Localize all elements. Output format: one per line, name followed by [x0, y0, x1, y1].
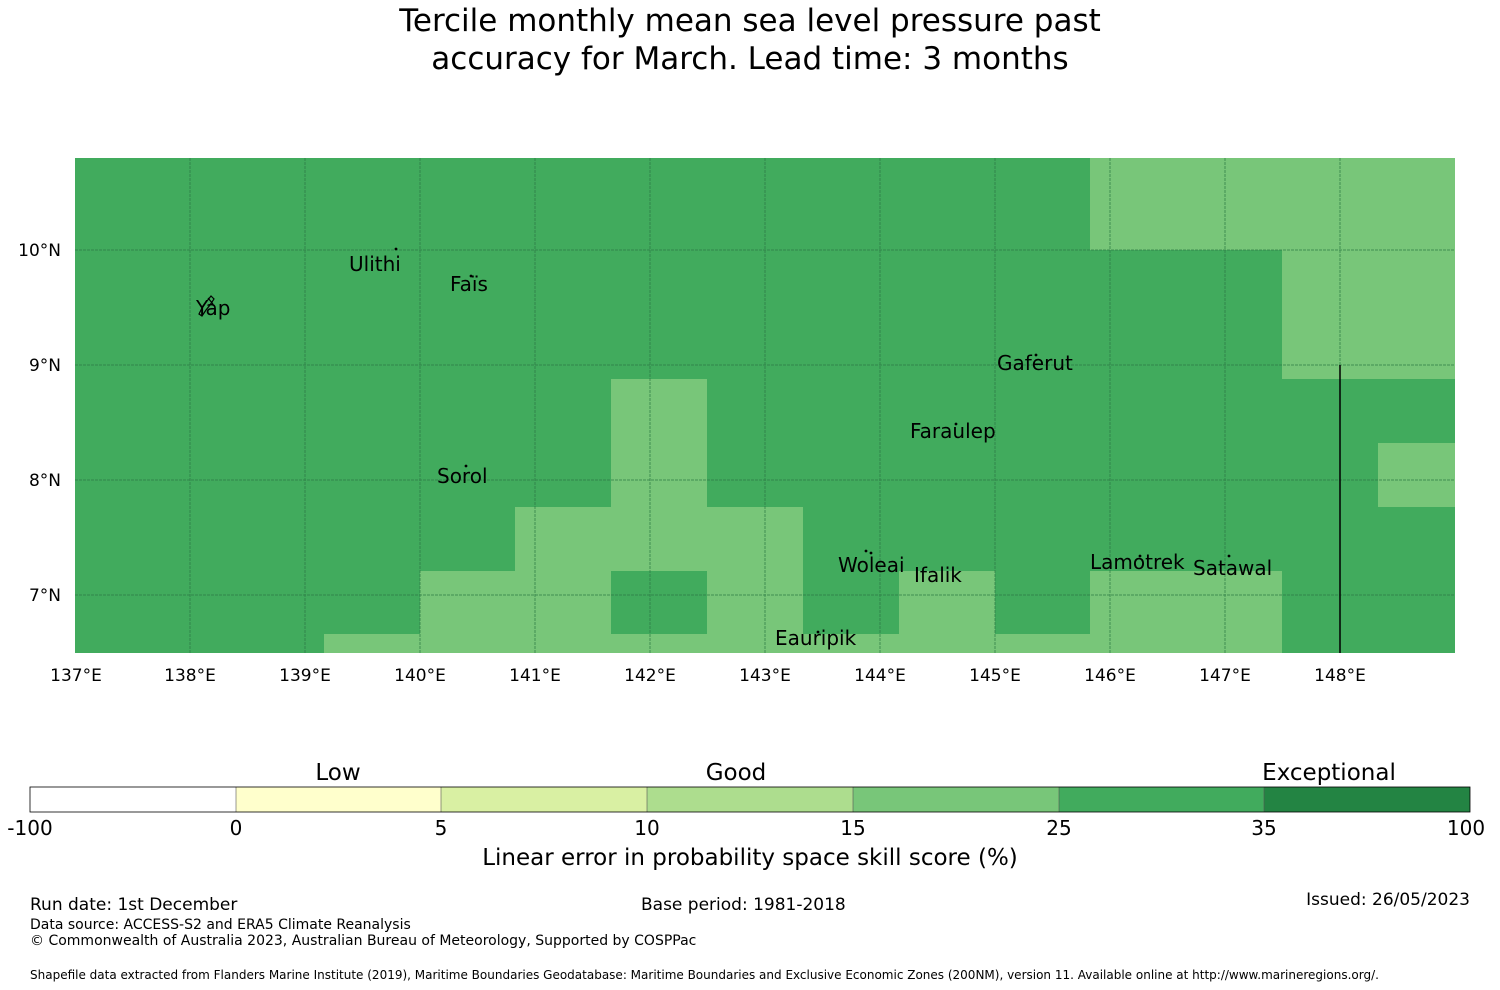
lon-tick-label: 146°E	[1084, 666, 1136, 686]
lon-tick-label: 145°E	[969, 666, 1021, 686]
colorbar-tick: 0	[229, 816, 243, 840]
colorbar-segment	[30, 787, 236, 812]
base-period: Base period: 1981-2018	[641, 895, 846, 915]
title-line-2: accuracy for March. Lead time: 3 months	[431, 41, 1069, 77]
colorbar-tick: 25	[1046, 816, 1072, 840]
lon-tick-label: 143°E	[739, 666, 791, 686]
islet-dot	[469, 274, 473, 278]
copyright: © Commonwealth of Australia 2023, Austra…	[30, 933, 697, 949]
lat-tick-label: 7°N	[29, 586, 61, 606]
colorbar-label: Linear error in probability space skill …	[482, 845, 1018, 871]
run-date: Run date: 1st December	[30, 895, 238, 915]
islet-dot	[464, 464, 468, 468]
lon-tick-label: 144°E	[854, 666, 906, 686]
skill-cell	[611, 634, 707, 653]
colorbar	[29, 786, 1471, 813]
title-line-1: Tercile monthly mean sea level pressure …	[399, 3, 1101, 39]
skill-cell	[707, 571, 803, 653]
place-label-faraulep: Faraulep	[910, 419, 996, 443]
skill-cell	[420, 571, 611, 653]
lon-tick-label: 142°E	[624, 666, 676, 686]
colorbar-tick: -100	[7, 816, 53, 840]
place-label-eauripik: Eauripik	[775, 626, 857, 650]
colorbar-tick: 35	[1251, 816, 1277, 840]
place-label-ulithi: Ulithi	[349, 252, 401, 276]
colorbar-segment	[1264, 787, 1470, 812]
skill-cells-15-25	[324, 158, 1455, 653]
issued-date: Issued: 26/05/2023	[1306, 890, 1470, 910]
colorbar-category-low: Low	[315, 760, 361, 786]
place-label-fais: Faïs	[450, 272, 488, 296]
islet-dot	[1138, 554, 1142, 558]
colorbar-category-exceptional: Exceptional	[1262, 760, 1396, 786]
place-label-gaferut: Gaferut	[997, 351, 1073, 375]
lon-tick-label: 138°E	[164, 666, 216, 686]
skill-cell	[1282, 250, 1455, 379]
latitude-ticks: 10°N 9°N 8°N 7°N	[18, 241, 61, 606]
colorbar-segment	[236, 787, 441, 812]
colorbar-segment	[441, 787, 647, 812]
colorbar-category-good: Good	[705, 760, 767, 786]
islet-dot	[394, 247, 398, 251]
islet-dot	[864, 549, 868, 553]
shapefile-credit: Shapefile data extracted from Flanders M…	[30, 968, 1379, 982]
islet-dot	[954, 422, 958, 426]
lon-tick-label: 147°E	[1199, 666, 1251, 686]
islands	[198, 247, 1231, 634]
skill-cell	[1090, 158, 1455, 250]
skill-cell	[995, 634, 1090, 653]
data-source: Data source: ACCESS-S2 and ERA5 Climate …	[30, 917, 411, 933]
longitude-ticks: 137°E 138°E 139°E 140°E 141°E 142°E 143°…	[50, 666, 1366, 686]
lon-tick-label: 137°E	[50, 666, 102, 686]
colorbar-tick: 5	[434, 816, 448, 840]
colorbar-segment	[853, 787, 1059, 812]
chart-title: Tercile monthly mean sea level pressure …	[0, 2, 1500, 78]
lon-tick-label: 139°E	[279, 666, 331, 686]
skill-cell	[899, 571, 995, 653]
place-label-woleai: Woleai	[838, 553, 905, 577]
skill-cell	[515, 507, 803, 571]
colorbar-tick: 10	[634, 816, 660, 840]
lon-tick-label: 141°E	[509, 666, 561, 686]
skill-cell	[324, 634, 420, 653]
place-label-sorol: Sorol	[437, 464, 488, 488]
skill-cell	[1378, 443, 1455, 507]
lat-tick-label: 9°N	[29, 356, 61, 376]
skill-cell	[1090, 571, 1282, 653]
colorbar-frame	[29, 786, 1471, 813]
yap-island-shape	[198, 295, 215, 317]
lon-tick-label: 148°E	[1314, 666, 1366, 686]
colorbar-segment	[647, 787, 853, 812]
lat-tick-label: 10°N	[18, 241, 61, 261]
graticule	[75, 158, 1455, 653]
place-label-satawal: Satawal	[1193, 556, 1272, 580]
islet-dot	[1227, 554, 1231, 558]
skill-cell	[803, 634, 899, 653]
islet-dot	[1034, 353, 1038, 357]
place-label-lamotrek: Lamotrek	[1090, 550, 1185, 574]
lat-tick-label: 8°N	[29, 471, 61, 491]
place-label-ifalik: Ifalik	[914, 563, 962, 587]
colorbar-tick: 15	[840, 816, 866, 840]
islet-dot	[869, 551, 873, 555]
islet-dot	[816, 630, 820, 634]
place-label-yap: Yap	[195, 296, 230, 320]
colorbar-tick: 100	[1446, 816, 1486, 840]
lon-tick-label: 140°E	[394, 666, 446, 686]
colorbar-segment	[1059, 787, 1264, 812]
